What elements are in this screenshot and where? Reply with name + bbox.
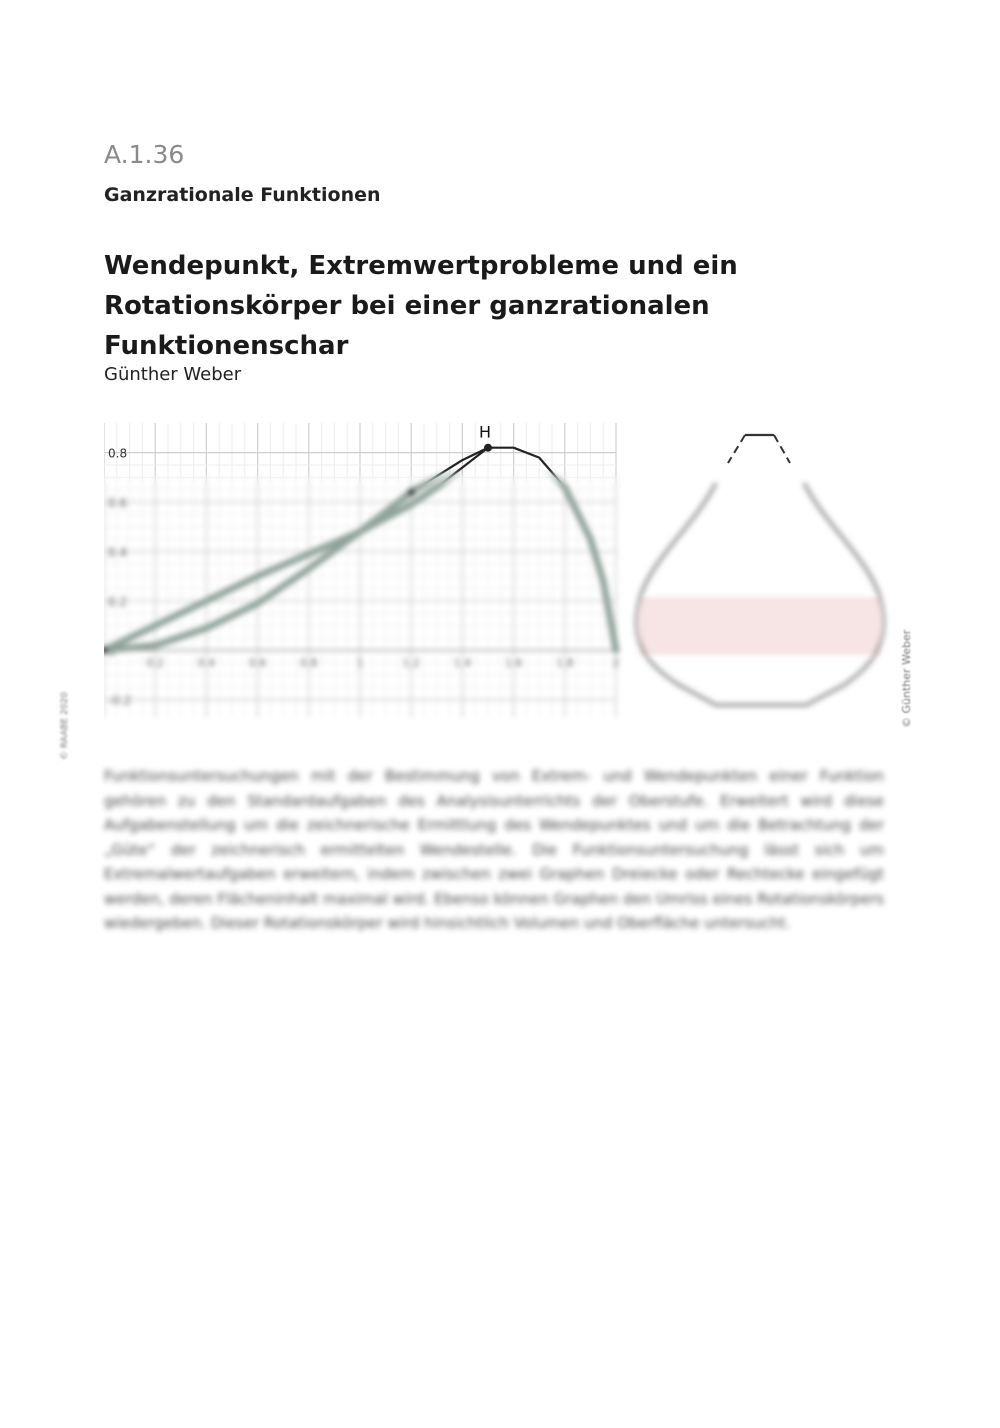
section-code: A.1.36 [104,140,185,169]
flask-filled-band [640,597,880,655]
y-tick-label-blur-4: 0.6 [108,496,127,510]
curve-series-blur-0 [100,444,620,654]
author-name: Günther Weber [104,364,242,385]
point-label-blur-2: H [479,423,491,442]
y-tick-label-sharp-0: -0.2 [108,694,131,708]
x-tick-label-blur-8: 1.6 [505,656,522,669]
function-graph: -0.200.20.40.60.80.20.40.60.811.21.41.61… [100,423,620,717]
point-marker-blur-2 [484,443,492,452]
graph-blurred-layer: -0.200.20.40.60.80.2 0.4 0.6 0.8 1 1.2 1.4 1.6 1… [100,423,620,717]
left-copyright: © RAABE 2020 [60,692,70,760]
y-tick-label-sharp-2: 0.2 [108,595,127,609]
right-copyright: © Günther Weber [900,629,913,728]
y-tick-label-sharp-5: 0.8 [108,447,127,461]
figure-svg: -0.200.20.40.60.80.20.40.60.811.21.41.61… [100,423,886,717]
x-tick-label-blur-9: 1.8 [556,656,574,669]
x-tick-label-blur-5: 1 [357,656,364,669]
abstract-text: Funktionsuntersuchungen mit der Bestimmu… [104,767,884,932]
y-tick-label-sharp-3: 0.4 [108,545,127,559]
graph-sharp-layer: -0.200.20.40.60.80.20.40.60.811.21.41.61… [100,423,620,717]
flask-neck-right [773,434,791,464]
x-tick-label-blur-10: 2 [613,656,620,669]
x-tick-label-blur-7: 1.4 [454,656,472,669]
category-label: Ganzrationale Funktionen [104,184,381,206]
y-tick-label-blur-3: 0.4 [108,545,127,559]
x-tick-label-blur-1: 0.2 [146,656,164,669]
flask-outline [634,482,886,707]
y-tick-label-blur-2: 0.2 [108,595,127,609]
curve-series-blur-1 [100,444,492,654]
rotation-body [634,433,886,707]
y-tick-label-blur-0: -0.2 [108,694,131,708]
x-tick-label-blur-4: 0.8 [300,656,318,669]
x-tick-label-blur-2: 0.4 [198,656,216,669]
point-marker-blur-1 [407,488,416,497]
figure: -0.200.20.40.60.80.20.40.60.811.21.41.61… [100,415,904,729]
flask-body [634,482,886,707]
document-title: Wendepunkt, Extremwertprobleme und ein R… [104,251,738,361]
x-tick-label-blur-6: 1.2 [402,656,420,669]
y-tick-label-blur-5: 0.8 [108,447,127,461]
flask-neck [727,433,791,464]
y-tick-label-sharp-4: 0.6 [108,496,127,510]
x-tick-label-blur-3: 0.6 [249,656,267,669]
flask-neck-left [727,434,746,464]
